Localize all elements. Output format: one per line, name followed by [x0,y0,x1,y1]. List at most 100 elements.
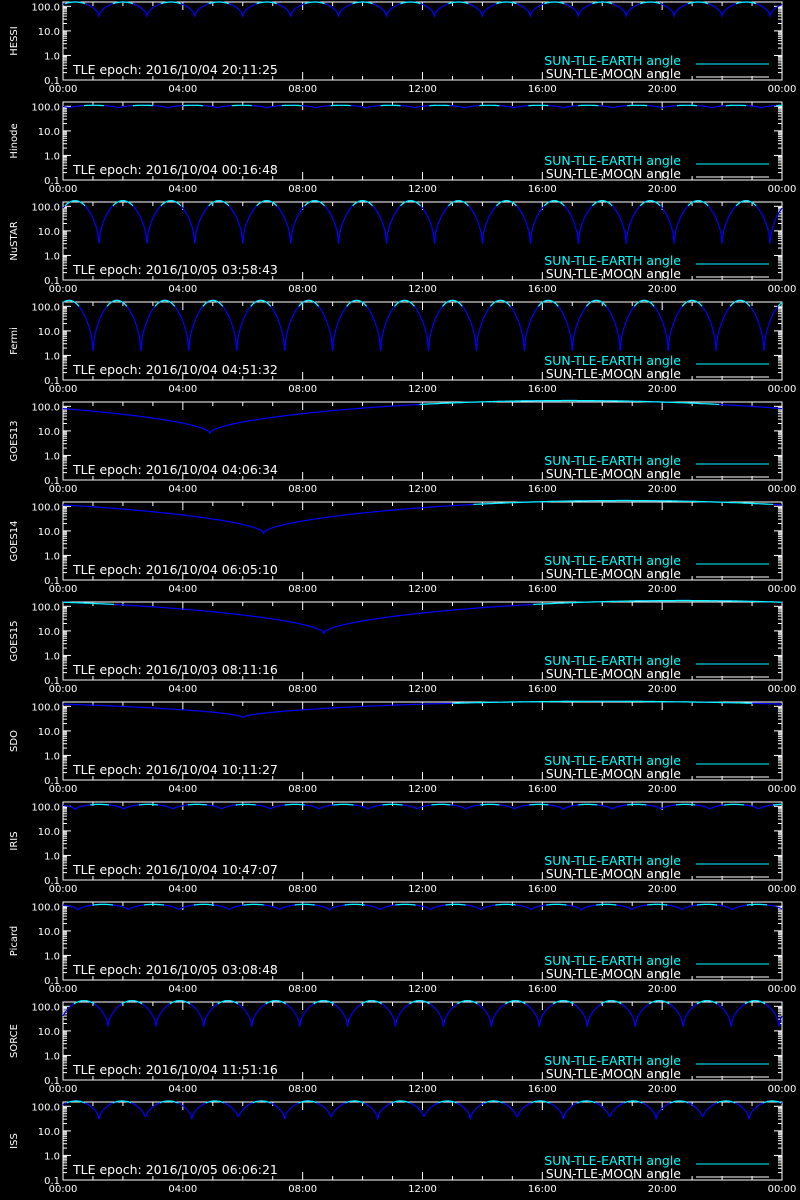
x-tick-label: 12:00 [408,184,437,195]
x-tick-label: 12:00 [408,884,437,895]
panel-label: GOES14 [9,520,20,561]
legend-label: SUN-TLE-EARTH angle [544,53,681,68]
x-tick-label: 00:00 [768,684,797,695]
legend-label: SUN-TLE-EARTH angle [544,853,681,868]
earth-angle-peak [546,903,567,906]
earth-angle-peak [505,1000,526,1005]
legend-label: SUN-TLE-EARTH angle [544,253,681,268]
y-tick-label: 100.0 [31,602,60,613]
y-tick-label: 10.0 [38,127,60,138]
y-tick-label: 10.0 [38,1027,60,1038]
earth-angle-peak [687,200,709,207]
x-tick-label: 16:00 [528,1084,557,1095]
y-tick-label: 1.0 [44,151,60,162]
earth-angle-peak [256,200,278,207]
x-tick-label: 08:00 [288,884,317,895]
earth-angle-peak [352,200,374,207]
earth-angle-peak [697,903,718,906]
earth-angle-peak [639,200,661,207]
x-tick-label: 00:00 [768,184,797,195]
earth-angle-peak [333,803,354,806]
y-tick-label: 100.0 [31,202,60,213]
x-tick-label: 08:00 [288,1184,317,1195]
earth-angle-peak [361,1000,382,1005]
y-tick-label: 1.0 [44,651,60,662]
earth-angle-peak [217,1000,239,1005]
y-tick-label: 100.0 [31,2,60,13]
legend-label: SUN-TLE-MOON angle [546,966,682,981]
x-tick-label: 16:00 [528,484,557,495]
earth-angle-peak [648,1000,670,1005]
x-tick-label: 04:00 [168,1084,197,1095]
x-tick-label: 20:00 [648,584,677,595]
earth-angle-peak [442,299,463,307]
earth-angle-series [62,399,783,435]
earth-angle-peak [62,601,114,606]
y-tick-label: 100.0 [31,802,60,813]
earth-angle-peak [489,299,511,307]
earth-angle-peak [669,1100,689,1104]
x-tick-label: 16:00 [528,784,557,795]
earth-angle-peak [112,1100,132,1104]
y-tick-label: 1.0 [44,451,60,462]
x-tick-label: 20:00 [648,84,677,95]
x-tick-label: 16:00 [528,684,557,695]
legend-label: SUN-TLE-MOON angle [546,666,682,681]
epoch-text: TLE epoch: 2016/10/04 06:05:10 [72,562,278,577]
earth-angle-peak [193,903,214,906]
earth-angle-peak [187,803,207,806]
epoch-text: TLE epoch: 2016/10/05 03:58:43 [72,262,278,277]
earth-angle-peak [746,903,768,906]
earth-angle-peak [394,299,415,307]
earth-angle-peak [537,299,559,307]
earth-angle-peak [143,903,165,906]
earth-angle-peak [531,1100,550,1104]
y-tick-label: 1.0 [44,1051,60,1062]
earth-angle-peak [681,299,703,307]
x-tick-label: 12:00 [408,1184,437,1195]
earth-angle-peak [202,299,224,307]
x-tick-label: 16:00 [528,384,557,395]
earth-angle-peak [623,1100,643,1104]
y-tick-label: 0.1 [44,676,60,687]
earth-angle-peak [138,803,158,806]
x-tick-label: 00:00 [49,584,78,595]
earth-angle-peak [484,1100,503,1104]
earth-angle-peak [66,1100,86,1104]
x-tick-label: 08:00 [288,484,317,495]
earth-angle-peak [121,1000,143,1005]
panel-fermi: 0.1 1.0 10.0 100.0 00:00 04:00 08:00 12:00 16:00… [9,299,796,395]
earth-angle-peak [544,1,565,5]
legend-label: SUN-TLE-MOON angle [546,166,682,181]
earth-angle-peak [431,803,451,806]
earth-angle-line [62,803,782,811]
earth-angle-peak [159,1100,179,1104]
y-tick-label: 0.1 [44,776,60,787]
panel-label: GOES15 [9,620,20,661]
panel-sdo: 0.1 1.0 10.0 100.0 00:00 04:00 08:00 12:00 16:00… [9,700,796,795]
x-tick-label: 12:00 [408,984,437,995]
earth-angle-peak [627,803,647,806]
x-tick-label: 08:00 [288,984,317,995]
earth-angle-peak [252,1100,271,1104]
earth-angle-peak [419,399,720,406]
y-tick-label: 10.0 [38,327,60,338]
earth-angle-peak [169,1000,191,1005]
y-tick-label: 1.0 [44,951,60,962]
earth-angle-peak [438,1100,457,1104]
panel-label: NuSTAR [9,221,20,260]
legend-label: SUN-TLE-EARTH angle [544,1053,681,1068]
legend-label: SUN-TLE-EARTH angle [544,453,681,468]
panel-hinode: 0.1 1.0 10.0 100.0 00:00 04:00 08:00 12:00 16:00… [9,101,797,195]
earth-angle-peak [543,200,565,207]
earth-angle-peak [64,200,86,207]
earth-angle-peak [445,903,466,906]
earth-angle-series [62,299,783,352]
earth-angle-peak [391,1100,410,1104]
x-tick-label: 16:00 [528,884,557,895]
legend-label: SUN-TLE-MOON angle [546,566,682,581]
y-tick-label: 10.0 [38,427,60,438]
earth-angle-peak [243,903,264,906]
earth-angle-peak [716,1100,736,1104]
earth-angle-series [62,200,783,244]
